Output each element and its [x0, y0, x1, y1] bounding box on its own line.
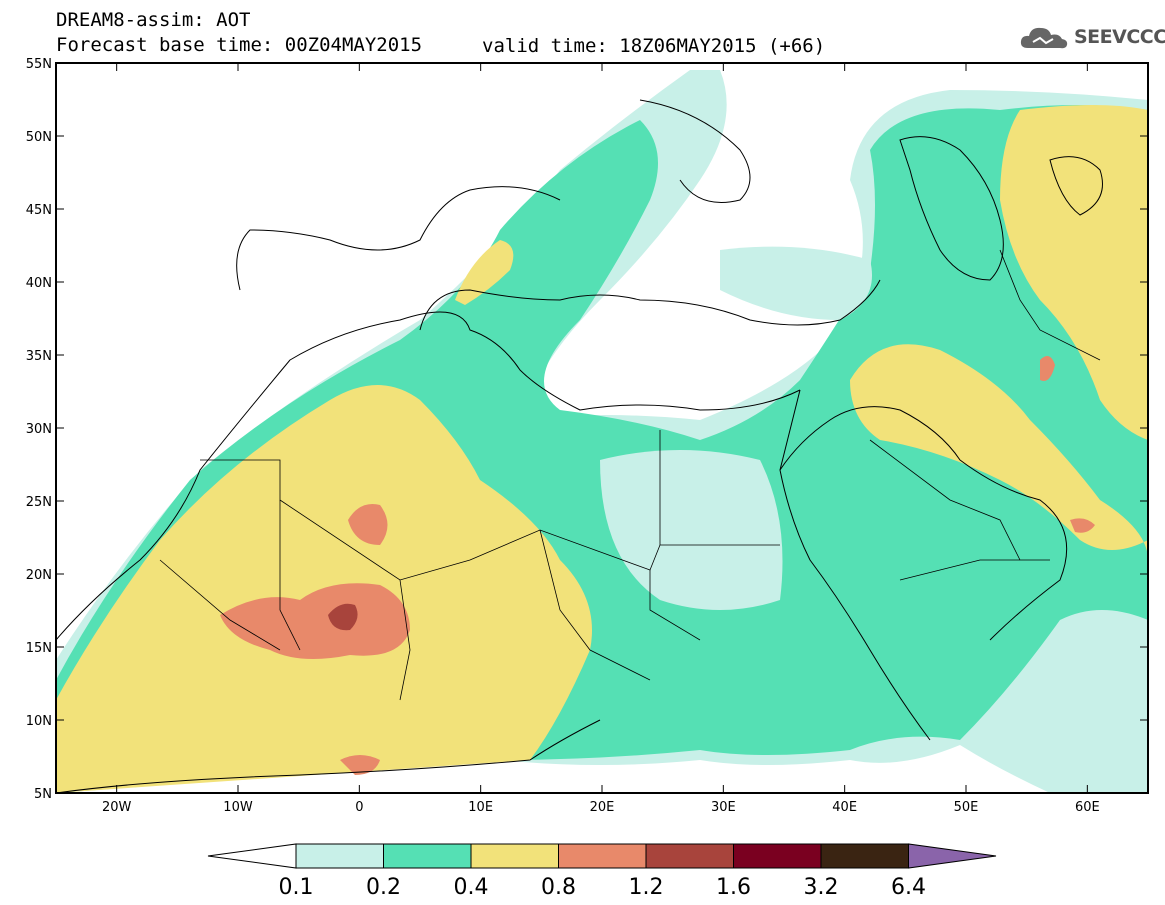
- colorbar-swatch: [645, 843, 734, 869]
- colorbar-swatch: [295, 843, 384, 869]
- lat-label: 15N: [26, 641, 52, 656]
- lat-label: 5N: [34, 787, 52, 802]
- aot-band-0.8-iran: [1040, 356, 1055, 381]
- aot-band-0.8-sahel: [220, 583, 410, 659]
- colorbar: 0.1 0.2 0.4 0.8 1.2 1.6 3.2 6.4: [207, 843, 997, 900]
- colorbar-swatch: [558, 843, 647, 869]
- lat-label: 45N: [26, 203, 52, 218]
- lon-label: 20W: [102, 800, 132, 815]
- lat-label: 50N: [26, 130, 52, 145]
- colorbar-label: 0.1: [279, 875, 314, 900]
- country-borders: [159, 249, 1101, 701]
- colorbar-swatch: [733, 843, 822, 869]
- latitude-axis: 55N 50N 45N 40N 35N 30N 25N 20N 15N 10N 5N: [26, 57, 1148, 802]
- aot-band-0.4-caspian: [1000, 105, 1148, 440]
- colorbar-label: 0.2: [366, 875, 401, 900]
- logo-text: SEEVCCC: [1074, 26, 1165, 48]
- forecast-base-time: Forecast base time: 00Z04MAY2015: [56, 34, 423, 56]
- aot-band-0.8-ivorycoast: [340, 755, 380, 775]
- aot-band-0.4-arabia: [850, 344, 1148, 560]
- valid-time: valid time: 18Z06MAY2015 (+66): [482, 35, 826, 57]
- lat-label: 30N: [26, 422, 52, 437]
- map-title: DREAM8-assim: AOT: [56, 9, 251, 31]
- coastlines: [56, 99, 1103, 793]
- lat-label: 25N: [26, 495, 52, 510]
- aot-patch-0.1-turkey: [720, 246, 872, 320]
- aot-band-0.8-algeria: [348, 504, 388, 545]
- aot-patch-0.1-egypt: [600, 450, 783, 610]
- aot-band-1.2-core: [328, 603, 358, 631]
- colorbar-over-arrow: [908, 843, 997, 869]
- colorbar-label: 1.6: [716, 875, 751, 900]
- colorbar-label: 3.2: [804, 875, 839, 900]
- seevccc-logo: SEEVCCC: [1018, 22, 1165, 52]
- cloud-icon: [1020, 27, 1068, 49]
- lat-label: 10N: [26, 714, 52, 729]
- colorbar-label: 6.4: [891, 875, 926, 900]
- colorbar-swatch: [820, 843, 909, 869]
- longitude-axis: 20W 10W 0 10E 20E 30E 40E 50E 60E: [102, 63, 1100, 815]
- colorbar-swatch: [470, 843, 559, 869]
- aot-contours: [56, 63, 1148, 793]
- colorbar-swatch: [383, 843, 472, 869]
- lon-label: 40E: [832, 800, 857, 815]
- lat-label: 35N: [26, 349, 52, 364]
- colorbar-label: 0.8: [541, 875, 576, 900]
- lon-label: 10W: [223, 800, 253, 815]
- lon-label: 0: [355, 800, 363, 815]
- lon-label: 20E: [590, 800, 615, 815]
- lon-label: 10E: [468, 800, 493, 815]
- lat-label: 55N: [26, 57, 52, 72]
- colorbar-under-arrow: [207, 843, 297, 869]
- lat-label: 20N: [26, 568, 52, 583]
- lon-label: 30E: [711, 800, 736, 815]
- colorbar-label: 0.4: [454, 875, 489, 900]
- colorbar-label: 1.2: [629, 875, 664, 900]
- aot-band-0.8-oman: [1070, 518, 1095, 533]
- lon-label: 50E: [954, 800, 979, 815]
- lon-label: 60E: [1075, 800, 1100, 815]
- lat-label: 40N: [26, 276, 52, 291]
- aot-band-0.4-sardinia: [455, 240, 514, 305]
